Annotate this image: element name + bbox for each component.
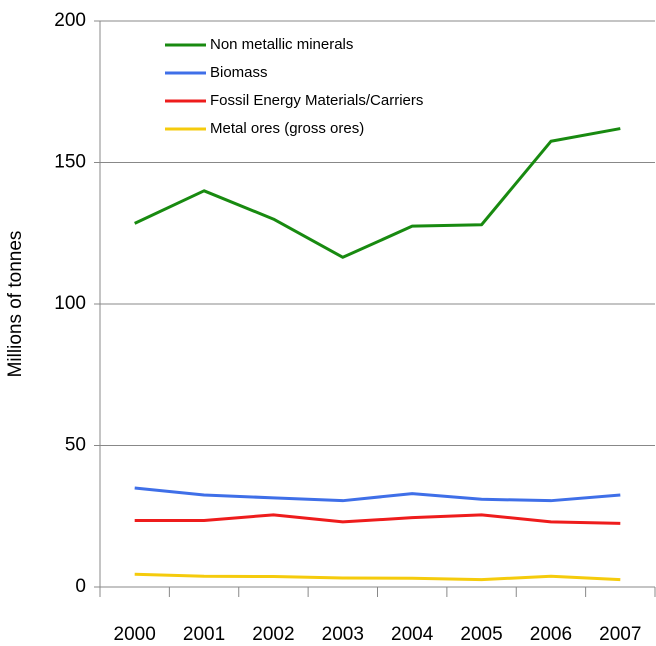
legend-label: Biomass [210, 64, 268, 81]
y-tick-label: 0 [75, 576, 86, 597]
x-tick-label: 2003 [322, 624, 364, 645]
x-tick-label: 2007 [599, 624, 641, 645]
x-tick-label: 2001 [183, 624, 225, 645]
x-tick-label: 2006 [530, 624, 572, 645]
y-tick-label: 50 [65, 435, 86, 456]
legend-label: Fossil Energy Materials/Carriers [210, 92, 423, 109]
y-tick-label: 100 [54, 293, 86, 314]
series-line [134, 127, 621, 259]
series-line [134, 486, 621, 503]
y-axis-label: Millions of tonnes [5, 231, 26, 378]
y-tick-label: 150 [54, 152, 86, 173]
x-tick-label: 2004 [391, 624, 434, 645]
legend-label: Metal ores (gross ores) [210, 120, 364, 137]
x-tick-label: 2005 [460, 624, 502, 645]
x-tick-label: 2000 [114, 624, 156, 645]
x-tick-label: 2002 [252, 624, 294, 645]
series-line [134, 572, 621, 582]
y-tick-label: 200 [54, 10, 86, 31]
legend-label: Non metallic minerals [210, 36, 353, 53]
series-line [134, 513, 621, 525]
